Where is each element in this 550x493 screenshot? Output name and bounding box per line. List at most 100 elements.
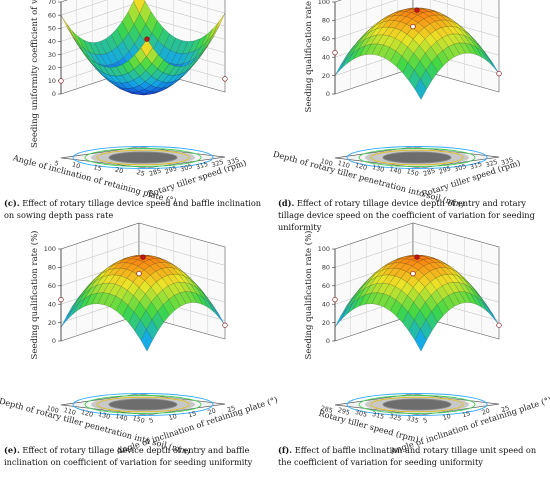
- surface-cell: [464, 291, 478, 305]
- chart-panel-c: 0 10 20 30 40 50 60 70 Seeding uniformity coeffi…: [2, 0, 272, 246]
- y-tick-label: 150: [132, 414, 146, 425]
- x-tick-label: 295: [438, 164, 452, 175]
- surface-cell: [369, 22, 383, 32]
- surface-cell: [66, 27, 80, 47]
- surface-cell: [72, 292, 85, 309]
- z-tick-label: 20: [322, 319, 330, 327]
- surface-cell: [347, 48, 360, 64]
- surface-cell: [201, 34, 214, 53]
- surface-cell: [401, 295, 414, 313]
- surface-cell: [345, 290, 359, 307]
- caption-d: (d). Effect of rotary tillage device dep…: [278, 198, 544, 233]
- surface-cell: [73, 37, 86, 56]
- surface-cell: [453, 291, 466, 304]
- surface-cell: [176, 52, 190, 65]
- surface-cell: [351, 34, 364, 49]
- surface-cell: [201, 296, 215, 313]
- y-tick-label: 110: [63, 406, 77, 417]
- z-tick-label: 10: [48, 77, 56, 85]
- z-tick-label: 100: [44, 245, 56, 253]
- z-tick-label: 40: [48, 300, 56, 308]
- surface-cell: [122, 304, 135, 324]
- surface-cell: [190, 291, 204, 305]
- surface-plot-e: 0 20 40 60 80 100 Seeding qualification rate (…: [0, 222, 279, 456]
- x-tick-label: 325: [211, 158, 225, 169]
- surface-cell: [207, 25, 220, 46]
- x-tick-label: 305: [453, 162, 467, 173]
- z-tick-label: 100: [318, 245, 330, 253]
- y-tick-label: 305: [354, 408, 368, 419]
- surface-cell: [132, 91, 145, 95]
- surface-cell: [160, 262, 174, 269]
- surface-cell: [419, 52, 432, 71]
- surface-cell: [95, 270, 109, 281]
- surface-cell: [340, 52, 354, 69]
- surface-cell: [381, 260, 394, 269]
- surface-plot-c: 0 10 20 30 40 50 60 70 Seeding uniformity coeffi…: [11, 0, 248, 206]
- surface-cell: [419, 301, 432, 321]
- surface-cell: [346, 292, 359, 309]
- contour-ring: [382, 151, 452, 164]
- surface-cell: [107, 260, 120, 269]
- surface-cell: [179, 62, 193, 75]
- chart-f: 0 20 40 60 80 100 Seeding qualification rate (…: [303, 222, 550, 456]
- surface-cell: [377, 282, 390, 294]
- surface-cell: [109, 295, 123, 312]
- chart-c: 0 10 20 30 40 50 60 70 Seeding uniformity coeffi…: [11, 0, 248, 206]
- contour-ring: [358, 395, 476, 414]
- contour-ring: [96, 396, 190, 413]
- z-tick-label: 0: [52, 90, 56, 98]
- surface-cell: [120, 87, 133, 93]
- surface-cell: [107, 262, 120, 271]
- z-tick-label: 60: [48, 11, 56, 19]
- surface-cell: [414, 78, 427, 100]
- surface-cell: [475, 296, 489, 313]
- surface-cell: [133, 13, 146, 36]
- surface-cell: [428, 258, 442, 263]
- x-tick-label: 285: [148, 167, 162, 178]
- y-tick-label: 10: [71, 161, 81, 171]
- x-tick-label: 5: [422, 416, 428, 425]
- surface-cell: [84, 55, 97, 70]
- surface-cell: [399, 263, 413, 272]
- surface-cell: [422, 11, 436, 17]
- surface-cell: [137, 261, 151, 271]
- surface-cell: [436, 299, 450, 316]
- surface-cell: [117, 40, 130, 58]
- y-tick-label: 140: [388, 165, 402, 176]
- x-tick-label: 285: [422, 167, 436, 178]
- surface-cell: [151, 311, 164, 331]
- x-tick-label: 25: [226, 404, 236, 414]
- surface-cell: [347, 297, 360, 314]
- surface-cell: [182, 40, 195, 55]
- surface-cell: [371, 43, 384, 56]
- y-tick-label: 15: [93, 163, 103, 173]
- surface-cell: [334, 308, 347, 328]
- surface-cell: [457, 24, 470, 35]
- surface-cell: [396, 304, 409, 324]
- surface-cell: [412, 32, 426, 46]
- surface-cell: [352, 294, 366, 310]
- surface-cell: [365, 292, 378, 305]
- surface-cell: [430, 41, 443, 56]
- surface-cell: [435, 275, 448, 287]
- surface-cell: [407, 301, 421, 321]
- surface-cell: [79, 46, 92, 63]
- surface-cell: [371, 292, 384, 305]
- z-axis-label: Seeding qualification rate (%): [303, 231, 314, 360]
- surface-cell: [399, 8, 411, 13]
- surface-cell: [190, 52, 203, 68]
- x-tick-label: 20: [207, 407, 217, 417]
- surface-mesh: [334, 7, 500, 100]
- design-point: [410, 24, 416, 30]
- contour-ring: [84, 395, 202, 414]
- surface-cell: [390, 299, 403, 317]
- z-tick-label: 40: [322, 300, 330, 308]
- surface-cell: [154, 258, 168, 263]
- surface-cell: [364, 34, 378, 47]
- y-tick-label: 335: [406, 414, 420, 425]
- surface-cell: [125, 263, 139, 272]
- surface-cell: [425, 311, 438, 331]
- surface-cell: [140, 328, 153, 352]
- z-tick-label: 50: [48, 24, 56, 32]
